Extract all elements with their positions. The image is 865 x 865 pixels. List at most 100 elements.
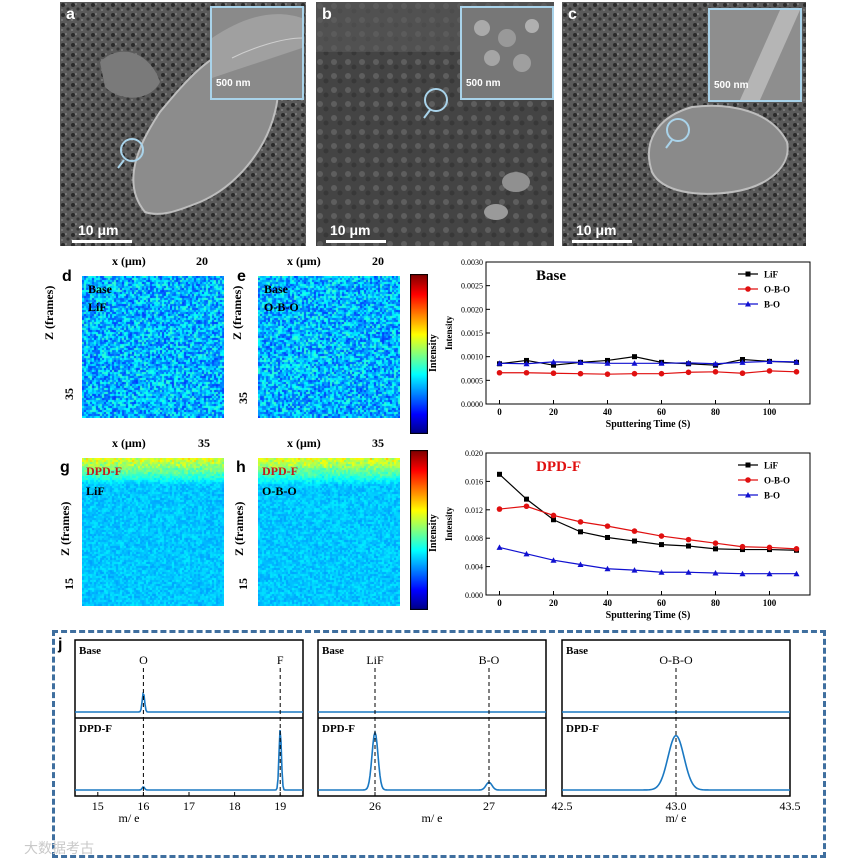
y-tick-label: 0.0025 bbox=[461, 282, 483, 291]
x-tick-label: 17 bbox=[183, 799, 195, 813]
y-tick-label: 0.016 bbox=[465, 477, 483, 486]
map-label-line2-d: LiF bbox=[88, 300, 107, 314]
data-point bbox=[550, 358, 557, 365]
peak-label: F bbox=[277, 653, 284, 667]
sem-inset-a: 500 nm bbox=[210, 6, 304, 100]
spectrum-trace bbox=[75, 691, 303, 713]
x-tick-label: 15 bbox=[92, 799, 104, 813]
z-axis-label-g: Z (frames) bbox=[58, 501, 72, 556]
x-tick-label: 19 bbox=[274, 799, 286, 813]
legend-label: O-B-O bbox=[764, 476, 790, 486]
x-tick-label: 40 bbox=[603, 598, 613, 608]
legend-marker bbox=[745, 286, 751, 292]
data-point bbox=[577, 561, 584, 567]
x-tick-label: 60 bbox=[657, 598, 667, 608]
panel-letter-h: h bbox=[236, 459, 246, 476]
heatmap-e bbox=[258, 276, 400, 418]
data-point bbox=[739, 543, 746, 550]
panel-letter-b: b bbox=[322, 6, 332, 23]
x-tick-g: 35 bbox=[198, 436, 210, 450]
data-point bbox=[685, 369, 692, 376]
data-point bbox=[523, 550, 530, 557]
inset-scale-label: 500 nm bbox=[466, 78, 501, 89]
data-point bbox=[658, 370, 665, 377]
map-label-line1-h: DPD-F bbox=[262, 464, 298, 478]
y-tick-label: 0.0000 bbox=[461, 400, 483, 409]
legend-label: B-O bbox=[764, 491, 780, 501]
data-point bbox=[604, 565, 611, 572]
map-label-line2-g: LiF bbox=[86, 484, 105, 498]
data-point bbox=[496, 369, 503, 376]
data-point bbox=[685, 359, 692, 366]
sem-image-a: 500 nm a 10 μm bbox=[60, 2, 306, 246]
data-point bbox=[739, 570, 746, 577]
z-tick-g: 15 bbox=[62, 578, 76, 590]
scale-label-c: 10 μm bbox=[576, 222, 617, 238]
data-point bbox=[740, 547, 745, 553]
x-tick-label: 20 bbox=[549, 407, 559, 417]
data-point bbox=[605, 534, 610, 540]
series-line-LiF bbox=[499, 473, 797, 551]
peak-label: O-B-O bbox=[659, 653, 693, 667]
x-axis-label-g: x (μm) bbox=[112, 436, 146, 450]
x-tick-h: 35 bbox=[372, 436, 384, 450]
legend-marker bbox=[745, 271, 751, 277]
map-label-line2-h: O-B-O bbox=[262, 484, 297, 498]
data-point bbox=[793, 570, 800, 577]
spectrum-row-label: Base bbox=[79, 645, 101, 657]
data-point bbox=[658, 360, 665, 366]
data-point bbox=[686, 543, 691, 549]
x-tick-label: 27 bbox=[483, 799, 495, 813]
series-line-LiF bbox=[499, 356, 797, 366]
data-point bbox=[712, 360, 719, 367]
scale-bar-a bbox=[72, 240, 132, 243]
data-point bbox=[631, 370, 638, 377]
legend-label: B-O bbox=[764, 300, 780, 310]
data-point bbox=[766, 368, 773, 374]
y-axis-label: Intensity bbox=[444, 316, 454, 351]
spectrum-trace bbox=[318, 729, 546, 791]
z-tick-d: 35 bbox=[62, 388, 76, 400]
y-tick-label: 0.0020 bbox=[461, 305, 483, 314]
y-tick-label: 0.000 bbox=[465, 591, 483, 600]
chart-f: 0.0000 0.0005 0.0010 0.0015 0.0020 0.0025 0.00… bbox=[444, 258, 811, 430]
series-line-O-B-O bbox=[499, 505, 797, 550]
y-axis-label: Intensity bbox=[444, 507, 454, 542]
x-tick-label: 60 bbox=[657, 407, 667, 417]
data-point bbox=[766, 358, 773, 364]
scale-bar-c bbox=[572, 240, 632, 243]
data-point bbox=[685, 536, 692, 543]
data-point bbox=[793, 358, 800, 365]
x-axis-label: Sputtering Time (S) bbox=[606, 419, 691, 430]
y-tick-label: 0.004 bbox=[465, 563, 483, 572]
data-point bbox=[551, 362, 556, 368]
panel-letter-d: d bbox=[62, 268, 72, 285]
x-tick-label: 40 bbox=[603, 407, 613, 417]
series-line-B-O bbox=[499, 546, 797, 575]
data-point bbox=[604, 360, 611, 366]
data-point bbox=[497, 471, 502, 477]
panel-j-frame bbox=[52, 630, 826, 858]
x-tick-label: 43.5 bbox=[780, 799, 801, 813]
chart-title: Base bbox=[536, 268, 566, 284]
heatmap-g bbox=[82, 458, 224, 606]
data-point bbox=[577, 519, 584, 525]
map-label-line1-g: DPD-F bbox=[86, 464, 122, 478]
data-point bbox=[550, 557, 557, 563]
x-tick-label: 100 bbox=[763, 407, 777, 417]
x-tick-label: 80 bbox=[711, 598, 721, 608]
x-tick-label: 42.5 bbox=[552, 799, 573, 813]
x-tick-label: 16 bbox=[137, 799, 149, 813]
spectrum-trace bbox=[562, 734, 790, 791]
scale-label-a: 10 μm bbox=[78, 222, 119, 238]
x-tick-e: 20 bbox=[372, 254, 384, 268]
data-point bbox=[604, 523, 611, 529]
panel-letter-e: e bbox=[237, 268, 246, 285]
x-axis-label-e: x (μm) bbox=[287, 254, 321, 268]
data-point bbox=[496, 360, 503, 366]
data-point bbox=[523, 369, 530, 376]
sem-inset-c: 500 nm bbox=[708, 8, 802, 102]
data-point bbox=[631, 528, 638, 534]
x-axis-label: m/ e bbox=[119, 811, 140, 825]
legend-label: LiF bbox=[764, 461, 779, 471]
